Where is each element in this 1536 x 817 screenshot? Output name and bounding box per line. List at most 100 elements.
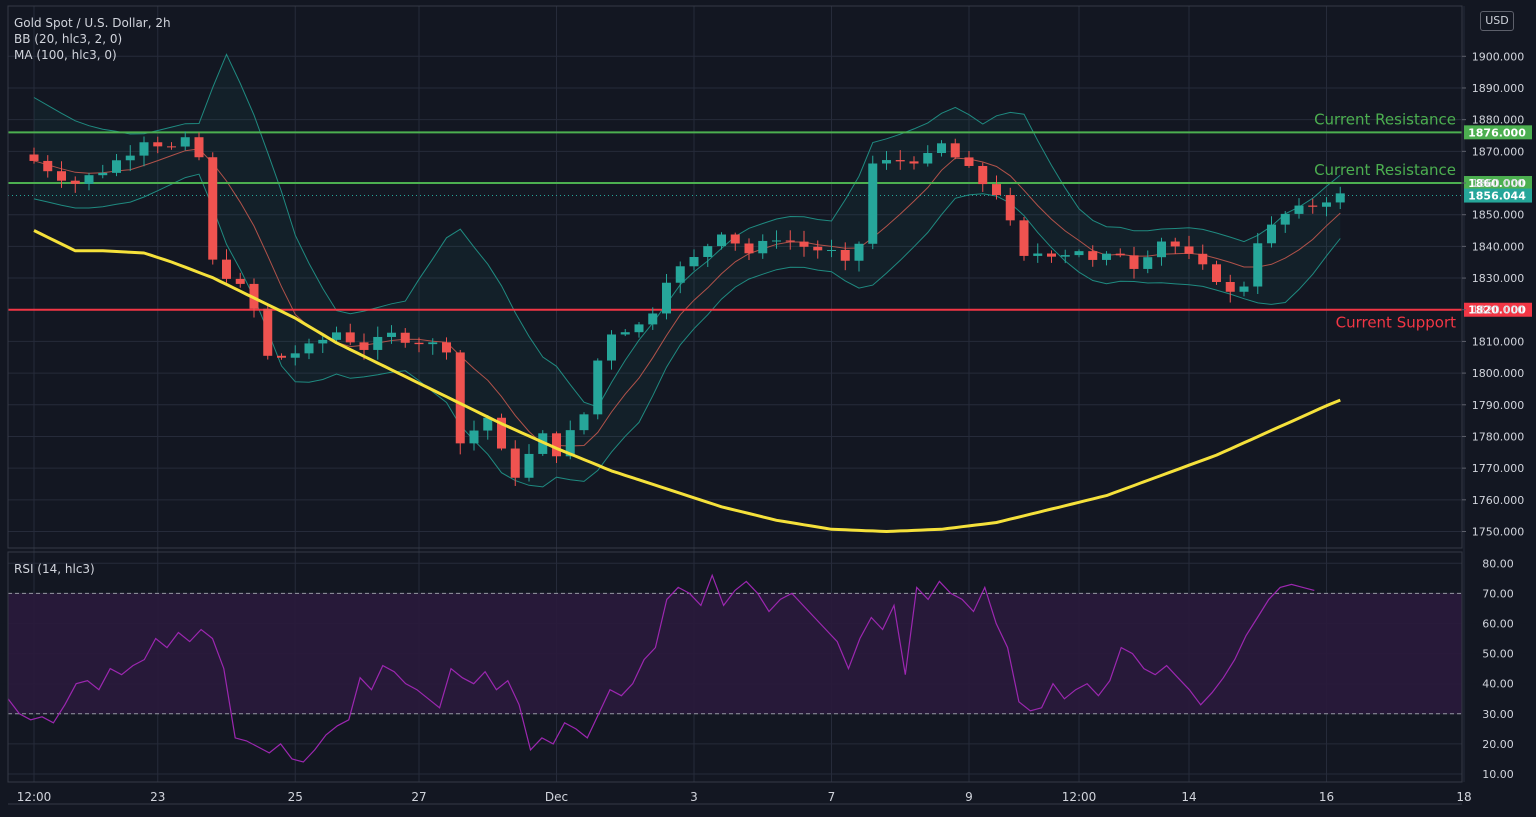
price-tick-label: 1800.000 [1472,367,1525,380]
candle-body [332,332,341,340]
candle-body [964,157,974,166]
candle-body [1184,246,1194,254]
candle [1308,198,1318,214]
candle [1129,246,1139,279]
candle-body [180,137,190,147]
candle [167,142,176,150]
price-tick-label: 1830.000 [1472,272,1525,285]
candle-body [524,453,534,478]
candle [1143,250,1153,274]
price-tick-label: 1750.000 [1472,526,1525,539]
candle-body [1294,205,1304,214]
rsi-tick-label: 50.00 [1482,648,1514,661]
rsi-indicator-label[interactable]: RSI (14, hlc3) [14,562,95,576]
candle-body [758,240,768,254]
candle-body [1157,241,1166,258]
candle [1335,186,1345,210]
candle [29,147,39,164]
candle [483,414,493,440]
candle-body [813,246,823,251]
candle [744,238,754,261]
candle [84,172,94,191]
ma100-line [33,229,1341,533]
candle-body [730,234,740,244]
rsi-tick-label: 70.00 [1482,587,1514,600]
time-tick-label: 7 [828,790,836,804]
rsi-tick-label: 80.00 [1482,557,1514,570]
candle [1322,197,1331,217]
candle [235,272,245,288]
candle [730,232,740,251]
candle-body [1088,251,1098,260]
candle-body [497,417,506,449]
candle [222,249,231,283]
candle [882,151,891,170]
candle-body [648,313,658,325]
candle-body [1280,213,1290,225]
time-tick-label: 16 [1319,790,1334,804]
candle [1047,250,1056,263]
candle-body [373,336,383,350]
price-tick-label: 1850.000 [1472,209,1525,222]
candle [772,230,781,249]
price-tick-label: 1860.000 [1472,177,1525,190]
price-tick-label: 1900.000 [1472,50,1525,63]
candle-body [552,433,561,457]
candle [840,242,850,271]
candle-body [222,259,231,279]
time-tick-label: 25 [288,790,303,804]
candle-body [43,160,53,172]
candle-body [153,142,163,147]
symbol-title[interactable]: Gold Spot / U.S. Dollar, 2h [14,16,171,30]
candle [414,337,424,353]
candle [1280,211,1290,233]
rsi-line [7,573,1315,763]
candle-body [455,352,465,444]
candle [620,329,630,337]
currency-badge[interactable]: USD [1480,11,1514,31]
last-price-tag-label: 1856.044 [1468,190,1526,203]
rsi-tick-label: 10.00 [1482,768,1514,781]
candle [469,420,479,451]
time-tick-label: 27 [411,790,426,804]
candle [992,175,1001,200]
candle [1033,243,1043,263]
price-tick-label: 1790.000 [1472,399,1525,412]
candle-body [235,278,245,284]
candle-body [29,154,39,161]
candle [263,305,273,360]
candle-body [593,360,603,415]
candle-body [1253,243,1263,287]
resistance-level-label: Current Resistance [1314,161,1456,179]
candle [1102,251,1111,266]
candle-body [1074,251,1084,256]
candle [978,162,988,192]
candle [937,140,946,157]
candle [1267,216,1276,248]
time-tick-label: 3 [690,790,698,804]
candle-body [1115,253,1125,256]
candle-body [607,334,616,361]
candle-body [1322,202,1331,207]
rsi-band-fill [8,593,1462,714]
candle-body [1308,205,1318,207]
candle-body [167,146,176,148]
price-tick-label: 1770.000 [1472,462,1525,475]
candle-body [840,249,850,261]
bb-indicator-label[interactable]: BB (20, hlc3, 2, 0) [14,32,123,46]
candle-body [139,142,149,156]
candle-body [194,137,204,158]
candle [662,273,671,320]
candle [607,330,616,370]
candle-body [868,163,878,244]
candle [868,155,878,250]
time-tick-label: 12:00 [17,790,52,804]
candle-body [428,342,438,345]
ma-indicator-label[interactable]: MA (100, hlc3, 0) [14,48,117,62]
candle-body [442,342,451,353]
price-tick-label: 1870.000 [1472,145,1525,158]
candle [510,440,520,486]
resistance-price-tag-label: 1876.000 [1468,126,1526,139]
rsi-pane-frame [7,551,1463,783]
